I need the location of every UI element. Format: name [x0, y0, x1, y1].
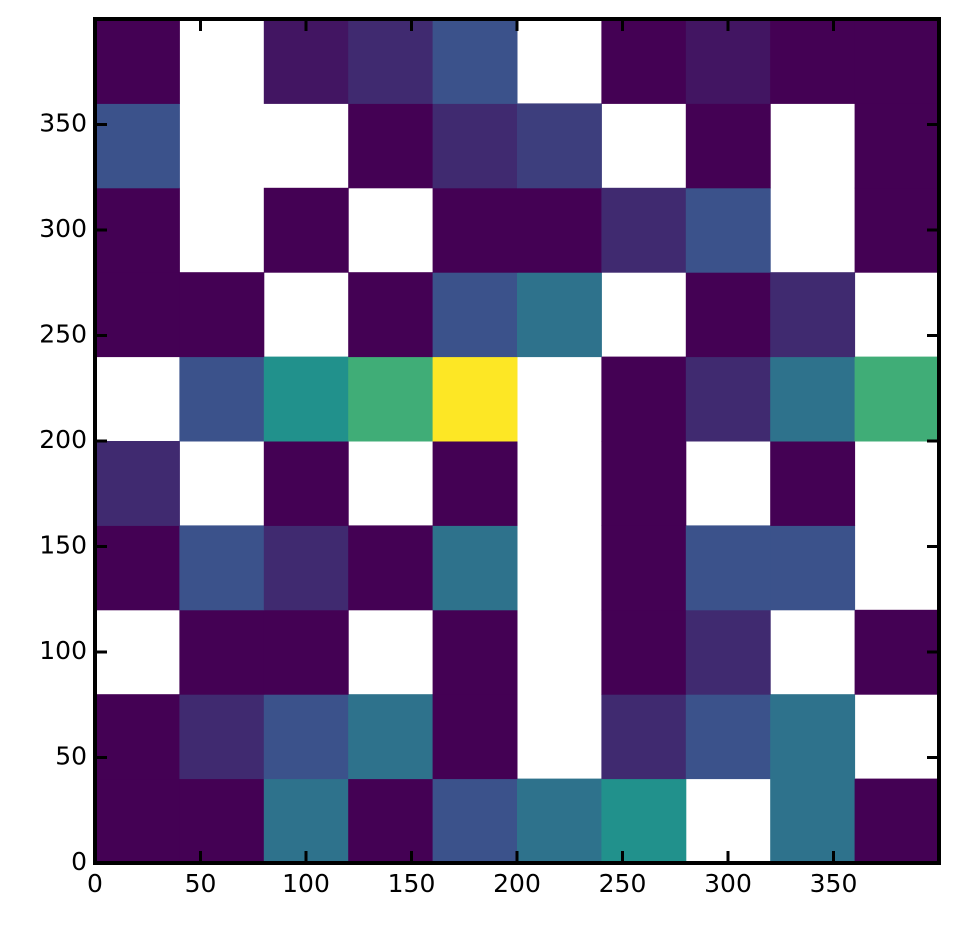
- heatmap-cell: [685, 609, 771, 695]
- heatmap-cell: [685, 187, 771, 273]
- heatmap-cell: [601, 525, 687, 611]
- x-tick-label: 50: [185, 869, 217, 898]
- heatmap-cell: [432, 525, 518, 611]
- heatmap-cell: [179, 609, 265, 695]
- y-tick-label: 100: [39, 636, 87, 665]
- x-tick-label: 200: [493, 869, 541, 898]
- y-tick-label: 300: [39, 214, 87, 243]
- heatmap-cell: [432, 694, 518, 780]
- heatmap-cell: [685, 19, 771, 104]
- heatmap-cell: [263, 609, 349, 695]
- heatmap-cell: [601, 609, 687, 695]
- heatmap-cell: [517, 103, 602, 189]
- heatmap-cell: [348, 103, 434, 189]
- x-tick-label: 150: [388, 869, 436, 898]
- heatmap-cell: [601, 356, 687, 442]
- heatmap-cell: [95, 694, 180, 780]
- heatmap-cell: [685, 103, 771, 189]
- heatmap-cell: [432, 187, 518, 273]
- heatmap-cell: [263, 187, 349, 273]
- heatmap-cell: [770, 778, 856, 864]
- heatmap-cell: [95, 525, 180, 611]
- heatmap-cell: [95, 441, 180, 526]
- heatmap-cell: [770, 19, 856, 104]
- heatmap-cell: [432, 609, 518, 695]
- heatmap-cell: [348, 778, 434, 864]
- heatmap-cell: [179, 525, 265, 611]
- heatmap-cell: [432, 778, 518, 864]
- x-tick-label: 0: [87, 869, 103, 898]
- heatmap-cell: [517, 187, 602, 273]
- heatmap-cell: [263, 19, 349, 104]
- heatmap-cell: [601, 694, 687, 780]
- heatmap-cell: [770, 694, 856, 780]
- x-tick-label: 350: [810, 869, 858, 898]
- heatmap-cell: [179, 272, 265, 358]
- heatmap-cell: [179, 778, 265, 864]
- heatmap-cell: [95, 103, 180, 189]
- heatmap-cell: [263, 356, 349, 442]
- heatmap-cell: [517, 272, 602, 358]
- heatmap-cell: [432, 272, 518, 358]
- heatmap-cell: [263, 778, 349, 864]
- heatmap-cell: [348, 356, 434, 442]
- heatmap-cell: [601, 19, 687, 104]
- heatmap-cell: [770, 441, 856, 526]
- heatmap-cell: [854, 778, 940, 864]
- heatmap-cell: [179, 694, 265, 780]
- heatmap-cell: [348, 694, 434, 780]
- heatmap-cell: [432, 441, 518, 526]
- heatmap-cell: [685, 694, 771, 780]
- y-tick-label: 200: [39, 425, 87, 454]
- y-tick-label: 350: [39, 109, 87, 138]
- heatmap-cell: [348, 525, 434, 611]
- heatmap-cell: [348, 272, 434, 358]
- heatmap-cell: [685, 525, 771, 611]
- y-tick-label: 0: [71, 847, 87, 876]
- heatmap-cell: [432, 19, 518, 104]
- heatmap-cell: [601, 187, 687, 273]
- heatmap-cell: [263, 525, 349, 611]
- heatmap-cell: [432, 356, 518, 442]
- heatmap-cell: [854, 187, 940, 273]
- y-tick-label: 250: [39, 320, 87, 349]
- heatmap-cell: [770, 272, 856, 358]
- heatmap-cell: [854, 19, 940, 104]
- heatmap-cell: [854, 356, 940, 442]
- heatmap-cell: [179, 356, 265, 442]
- y-tick-label: 50: [55, 742, 87, 771]
- heatmap-cell: [854, 609, 940, 695]
- heatmap-cell: [95, 778, 180, 864]
- heatmap-cell: [95, 19, 180, 104]
- heatmap-cell: [95, 272, 180, 358]
- heatmap-cell: [432, 103, 518, 189]
- x-tick-label: 250: [599, 869, 647, 898]
- heatmap-cell: [95, 187, 180, 273]
- heatmap-cell: [685, 272, 771, 358]
- heatmap-cell: [854, 103, 940, 189]
- heatmap-cell: [348, 19, 434, 104]
- plot-frame: [93, 17, 941, 865]
- heatmap-cell: [263, 694, 349, 780]
- heatmap-cell: [685, 356, 771, 442]
- heatmap-cell: [601, 441, 687, 526]
- heatmap-cell: [517, 778, 602, 864]
- y-tick-label: 150: [39, 531, 87, 560]
- x-tick-label: 100: [282, 869, 330, 898]
- heatmap-cell: [770, 525, 856, 611]
- heatmap-cell: [770, 356, 856, 442]
- x-tick-label: 300: [704, 869, 752, 898]
- heatmap-cell: [601, 778, 687, 864]
- heatmap-cell: [263, 441, 349, 526]
